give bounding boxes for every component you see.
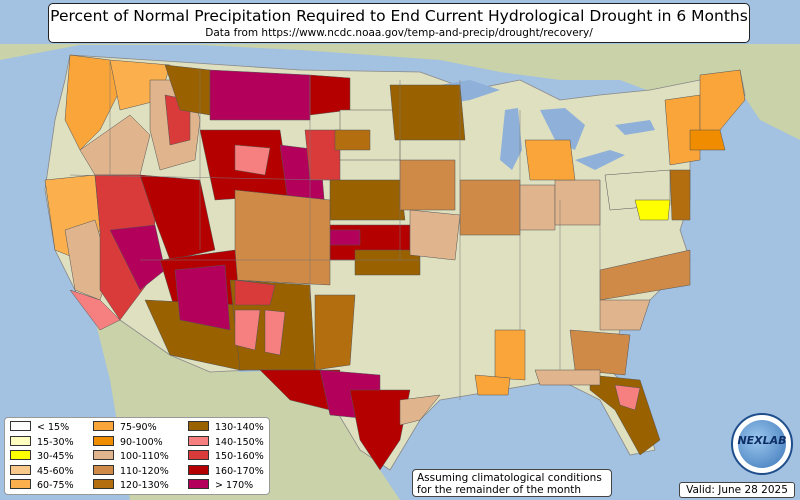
legend-swatch: [93, 479, 114, 489]
legend-label: 160-170%: [215, 465, 264, 477]
region-or-east: [79, 114, 151, 176]
legend-label: 60-75%: [37, 480, 74, 491]
legend-swatch: [10, 479, 31, 489]
legend-item: 15-30%: [10, 435, 74, 449]
legend-swatch: [93, 435, 114, 446]
legend-swatch: [93, 421, 114, 431]
lake-ontario: [615, 120, 655, 135]
legend-swatch: [10, 435, 31, 446]
legend-item: 75-90%: [93, 421, 157, 434]
region-az-mag: [174, 264, 231, 331]
title-box: Percent of Normal Precipitation Required…: [48, 3, 750, 43]
legend-label: 75-90%: [120, 422, 157, 433]
region-nj: [669, 169, 691, 221]
globe-icon: [738, 420, 786, 468]
legend-item: 150-160%: [188, 450, 264, 463]
legend-label: 140-150%: [215, 436, 264, 448]
legend-item: > 170%: [188, 479, 253, 492]
drought-regions: [44, 54, 746, 471]
region-mn: [389, 84, 466, 141]
region-fl-pink: [614, 384, 641, 411]
legend-swatch: [93, 464, 114, 475]
legend-swatch: [93, 450, 114, 460]
region-ut: [139, 174, 216, 261]
state-lines: [69, 60, 601, 400]
legend-swatch: [188, 421, 209, 431]
region-ne-coast: [699, 69, 746, 141]
region-nm-pink2: [264, 309, 286, 356]
region-tx-east: [349, 389, 411, 471]
region-ne: [329, 179, 406, 221]
region-in: [519, 184, 556, 231]
legend-label: > 170%: [215, 480, 254, 491]
legend-item: 120-130%: [93, 479, 169, 492]
legend: < 15% 15-30% 30-45% 45-60% 60-75% 75-90% 90-10…: [4, 417, 270, 495]
legend-swatch: [188, 450, 209, 460]
canada-land: [0, 44, 800, 140]
legend-swatch: [10, 450, 31, 460]
valid-date: Valid: June 28 2025: [679, 482, 795, 498]
legend-swatch: [188, 435, 209, 446]
region-wy-center: [234, 144, 271, 176]
region-nm-pink: [234, 309, 261, 351]
legend-label: 120-130%: [120, 480, 169, 491]
region-mi: [524, 139, 576, 181]
legend-item: 60-75%: [10, 479, 74, 492]
legend-label: 45-60%: [37, 465, 74, 477]
legend-item: 45-60%: [10, 464, 74, 478]
region-ia: [399, 159, 456, 211]
legend-label: 15-30%: [37, 436, 74, 448]
legend-swatch: [10, 464, 31, 475]
region-md: [634, 199, 671, 221]
legend-item: 140-150%: [188, 435, 264, 449]
region-nd: [309, 74, 351, 116]
region-ok: [354, 249, 421, 276]
legend-item: 30-45%: [10, 450, 74, 463]
legend-swatch: [188, 464, 209, 475]
region-ms: [494, 329, 526, 381]
region-mo: [409, 209, 461, 261]
region-la: [474, 374, 511, 396]
legend-swatch: [188, 479, 209, 489]
lake-erie: [575, 150, 625, 170]
legend-label: 30-45%: [37, 451, 74, 462]
legend-swatch: [10, 421, 31, 431]
nexlab-logo: NEXLAB: [731, 413, 793, 475]
legend-item: < 15%: [10, 421, 69, 434]
region-co-south: [234, 189, 331, 286]
region-gulf: [534, 369, 601, 386]
region-ma: [689, 129, 726, 151]
region-tx-coast: [399, 394, 441, 426]
region-ga: [569, 329, 631, 376]
assumption-note: Assuming climatological conditions for t…: [412, 469, 612, 497]
logo-text: NEXLAB: [737, 434, 787, 447]
region-il: [459, 179, 521, 236]
region-sc: [599, 299, 651, 331]
legend-label: 130-140%: [215, 422, 264, 433]
region-mt-east: [209, 69, 311, 121]
legend-item: 110-120%: [93, 464, 169, 478]
legend-label: 100-110%: [120, 451, 169, 462]
region-oh: [554, 179, 601, 226]
region-nm-red: [234, 279, 276, 306]
region-tx-pan: [314, 294, 356, 371]
legend-label: 150-160%: [215, 451, 264, 462]
legend-item: 160-170%: [188, 464, 264, 478]
legend-item: 130-140%: [188, 421, 264, 434]
lake-huron: [540, 108, 585, 150]
lake-michigan: [500, 108, 522, 170]
legend-label: < 15%: [37, 422, 70, 433]
region-fl: [589, 374, 661, 456]
legend-item: 100-110%: [93, 450, 169, 463]
legend-item: 90-100%: [93, 435, 163, 449]
legend-label: 90-100%: [120, 436, 163, 448]
map-subtitle: Data from https://www.ncdc.noaa.gov/temp…: [205, 27, 593, 39]
map-title: Percent of Normal Precipitation Required…: [50, 7, 748, 25]
region-ks-mag: [329, 229, 361, 246]
region-sd-patch: [334, 129, 371, 151]
legend-label: 110-120%: [120, 465, 169, 477]
